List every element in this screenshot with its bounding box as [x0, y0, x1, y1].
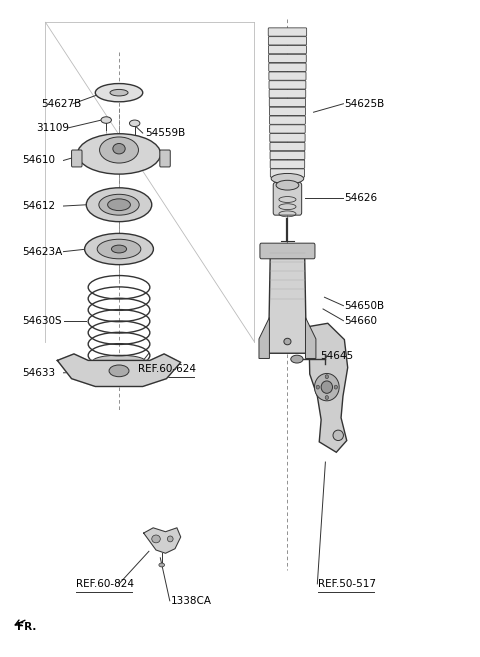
- FancyBboxPatch shape: [270, 160, 305, 168]
- Text: 54626: 54626: [344, 193, 377, 203]
- Text: 54559B: 54559B: [145, 128, 185, 138]
- Text: 54645: 54645: [321, 351, 354, 361]
- Ellipse shape: [96, 83, 143, 102]
- Ellipse shape: [321, 381, 333, 394]
- Ellipse shape: [113, 143, 125, 154]
- Ellipse shape: [271, 173, 304, 184]
- Ellipse shape: [111, 245, 127, 253]
- FancyBboxPatch shape: [268, 28, 307, 36]
- Text: 54633: 54633: [22, 368, 55, 378]
- FancyBboxPatch shape: [270, 133, 305, 142]
- FancyBboxPatch shape: [269, 72, 306, 80]
- FancyBboxPatch shape: [270, 143, 305, 150]
- FancyBboxPatch shape: [270, 169, 305, 177]
- Ellipse shape: [291, 355, 303, 363]
- Ellipse shape: [108, 199, 131, 211]
- Text: 54625B: 54625B: [344, 99, 384, 109]
- Text: 31109: 31109: [36, 123, 69, 133]
- Ellipse shape: [77, 134, 160, 174]
- Ellipse shape: [99, 194, 139, 215]
- FancyBboxPatch shape: [269, 89, 306, 98]
- Ellipse shape: [130, 120, 140, 127]
- Text: REF.60-624: REF.60-624: [138, 364, 196, 374]
- Ellipse shape: [101, 117, 111, 124]
- FancyBboxPatch shape: [270, 125, 305, 133]
- Ellipse shape: [86, 188, 152, 221]
- Ellipse shape: [99, 137, 138, 163]
- FancyBboxPatch shape: [269, 99, 306, 106]
- Text: REF.60-824: REF.60-824: [76, 579, 134, 589]
- Text: 54610: 54610: [22, 156, 55, 166]
- FancyBboxPatch shape: [273, 183, 301, 215]
- Text: 54623A: 54623A: [22, 246, 62, 257]
- FancyBboxPatch shape: [260, 243, 315, 259]
- Ellipse shape: [325, 374, 328, 378]
- FancyBboxPatch shape: [269, 81, 306, 89]
- Polygon shape: [57, 354, 180, 386]
- FancyBboxPatch shape: [72, 150, 82, 167]
- Ellipse shape: [276, 180, 299, 190]
- Ellipse shape: [159, 563, 165, 567]
- FancyBboxPatch shape: [270, 116, 305, 124]
- Ellipse shape: [84, 233, 154, 265]
- Text: 54612: 54612: [22, 201, 55, 211]
- Polygon shape: [309, 323, 348, 452]
- Ellipse shape: [93, 355, 145, 367]
- Ellipse shape: [325, 396, 328, 399]
- FancyBboxPatch shape: [268, 45, 306, 54]
- Text: 54650B: 54650B: [344, 301, 384, 311]
- FancyBboxPatch shape: [270, 151, 305, 160]
- Ellipse shape: [333, 430, 343, 441]
- Ellipse shape: [168, 536, 173, 542]
- Ellipse shape: [334, 385, 337, 389]
- Text: REF.50-517: REF.50-517: [318, 579, 376, 589]
- Text: 54660: 54660: [344, 315, 377, 326]
- Polygon shape: [268, 248, 306, 353]
- Ellipse shape: [97, 239, 141, 259]
- FancyBboxPatch shape: [268, 37, 307, 45]
- Text: 54630S: 54630S: [22, 315, 61, 326]
- FancyBboxPatch shape: [269, 55, 306, 62]
- FancyBboxPatch shape: [160, 150, 170, 167]
- Text: 1338CA: 1338CA: [171, 596, 212, 606]
- Ellipse shape: [109, 365, 129, 376]
- Text: FR.: FR.: [17, 622, 36, 632]
- Ellipse shape: [152, 535, 160, 543]
- Polygon shape: [259, 317, 269, 359]
- Text: 54627B: 54627B: [41, 99, 81, 109]
- FancyBboxPatch shape: [269, 63, 306, 72]
- Polygon shape: [144, 528, 180, 553]
- Ellipse shape: [284, 338, 291, 345]
- Ellipse shape: [314, 373, 339, 401]
- Ellipse shape: [316, 385, 320, 389]
- Polygon shape: [305, 317, 316, 359]
- Ellipse shape: [110, 89, 128, 96]
- FancyBboxPatch shape: [269, 107, 305, 116]
